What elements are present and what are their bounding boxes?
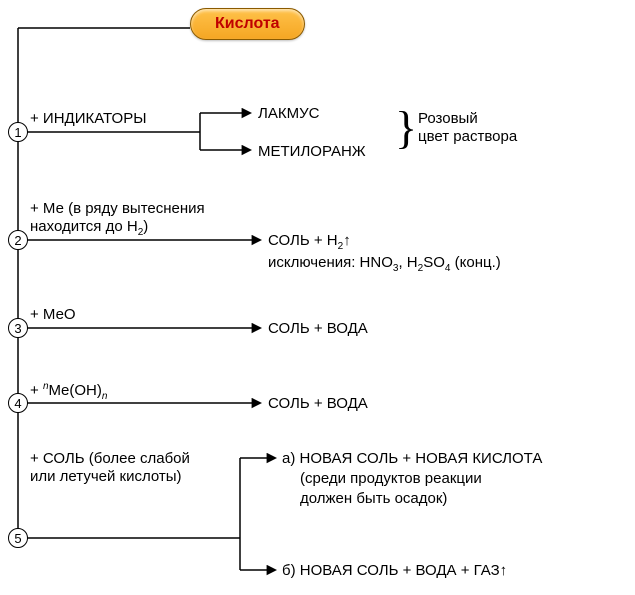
branch-2-out-main: СОЛЬ + H2↑ [268,232,351,253]
brace-icon: } [395,105,417,151]
num-label: 3 [14,321,21,336]
branch-num-1: 1 [8,122,28,142]
num-label: 2 [14,233,21,248]
branch-num-3: 3 [8,318,28,338]
branch-2-label-line1: + Ме (в ряду вытеснения [30,200,205,217]
branch-3-out: СОЛЬ + ВОДА [268,320,368,337]
title-text: Кислота [215,15,280,32]
branch-4-label: + nMe(OH)n [30,381,107,403]
branch-2-label-line2: находится до H2) [30,218,148,239]
title-pill: Кислота [190,8,305,40]
branch-num-4: 4 [8,393,28,413]
num-label: 5 [14,531,21,546]
branch-5-label-line1: + СОЛЬ (более слабой [30,450,190,467]
branch-1-out-lakmus: ЛАКМУС [258,105,319,122]
branch-2-out-exceptions: исключения: HNO3, H2SO4 (конц.) [268,254,501,275]
brace-note-line2: цвет раствора [418,128,517,145]
branch-1-label: + ИНДИКАТОРЫ [30,110,147,127]
branch-1-out-metiloranzh: МЕТИЛОРАНЖ [258,143,366,160]
branch-5-out-b: б) НОВАЯ СОЛЬ + ВОДА + ГАЗ↑ [282,562,507,579]
branch-3-label: + МеО [30,306,76,323]
branch-5-out-a2: (среди продуктов реакции [300,470,482,487]
branch-4-out: СОЛЬ + ВОДА [268,395,368,412]
branch-5-out-a3: должен быть осадок) [300,490,447,507]
num-label: 1 [14,125,21,140]
num-label: 4 [14,396,21,411]
branch-5-label-line2: или летучей кислоты) [30,468,182,485]
brace-note-line1: Розовый [418,110,478,127]
branch-num-5: 5 [8,528,28,548]
branch-num-2: 2 [8,230,28,250]
branch-5-out-a1: а) НОВАЯ СОЛЬ + НОВАЯ КИСЛОТА [282,450,542,467]
